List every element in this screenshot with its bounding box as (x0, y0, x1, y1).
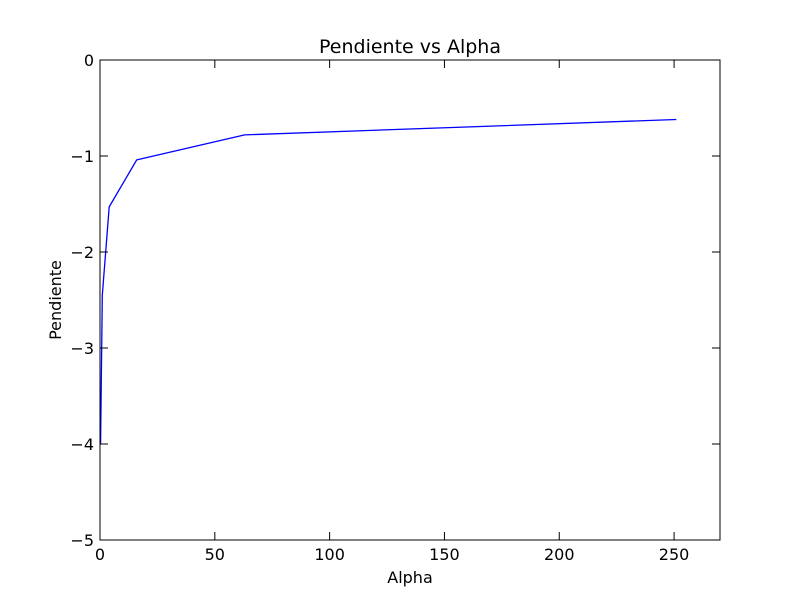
x-tick-label: 150 (429, 545, 460, 564)
x-axis-ticks: 0 50 100 150 200 250 (95, 60, 689, 564)
plot-background (100, 60, 720, 540)
y-axis-title: Pendiente (46, 260, 65, 340)
x-tick-label: 0 (95, 545, 105, 564)
series-line-0 (99, 118, 677, 445)
chart-marks (99, 118, 677, 445)
y-tick-label: −1 (70, 147, 94, 166)
plot-frame (99, 59, 721, 541)
y-tick-label: −2 (70, 243, 94, 262)
y-tick-label: −5 (70, 531, 94, 550)
x-tick-label: 200 (544, 545, 575, 564)
chart-title: Pendiente vs Alpha (319, 36, 501, 58)
y-tick-label: 0 (84, 51, 94, 70)
x-tick-label: 250 (659, 545, 690, 564)
x-tick-label: 50 (205, 545, 225, 564)
y-axis-ticks: 0 −1 −2 −3 −4 −5 (70, 51, 720, 550)
y-tick-label: −3 (70, 339, 94, 358)
y-tick-label: −4 (70, 435, 94, 454)
x-tick-label: 100 (314, 545, 345, 564)
x-axis-title: Alpha (387, 568, 433, 587)
